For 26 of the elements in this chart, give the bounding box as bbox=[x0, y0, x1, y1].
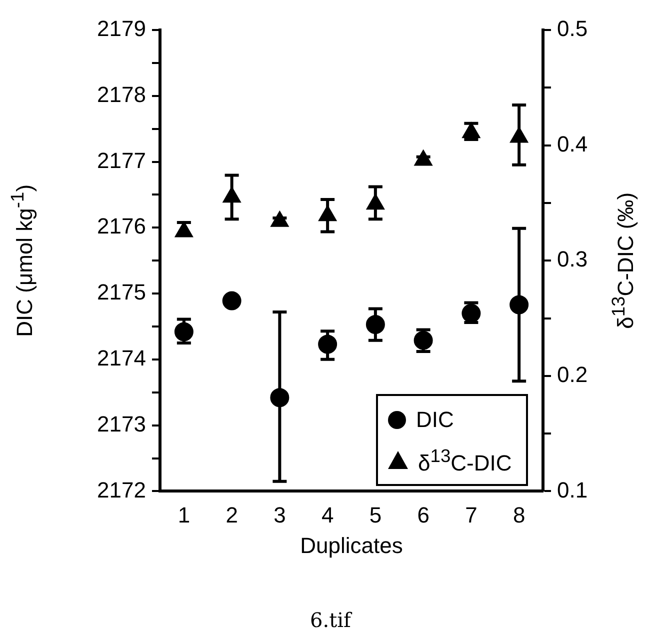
x-tick-label: 4 bbox=[321, 502, 334, 528]
y-tick-label: 2177 bbox=[97, 148, 146, 173]
text: 6.tif bbox=[309, 608, 354, 632]
x-tick-label: 5 bbox=[369, 502, 382, 528]
x-axis-title: Duplicates bbox=[300, 532, 403, 558]
y-tick-label: 2172 bbox=[97, 477, 146, 502]
legend-label: δ$^{13}$C-DIC bbox=[418, 444, 512, 476]
x-tick-label: 3 bbox=[274, 502, 286, 528]
x-tick-label: 1 bbox=[178, 502, 190, 528]
x-tick-label: 6 bbox=[417, 502, 430, 528]
y-tick-label: 2178 bbox=[97, 82, 146, 107]
y2-tick-label: 0.5 bbox=[557, 16, 588, 42]
x-tick-label: 8 bbox=[512, 502, 526, 528]
y-tick-label: 2173 bbox=[97, 411, 146, 436]
y-tick-label: 2176 bbox=[97, 214, 146, 239]
y-tick-label: 2179 bbox=[97, 16, 146, 42]
y2-tick-label: 0.3 bbox=[557, 246, 588, 272]
y-tick-label: 2175 bbox=[97, 280, 146, 305]
y2-tick-label: 0.4 bbox=[557, 131, 588, 156]
point bbox=[222, 291, 242, 310]
x-tick-label: 2 bbox=[226, 502, 238, 528]
y-tick-label: 2174 bbox=[97, 345, 146, 370]
legend-label: DIC bbox=[416, 407, 454, 434]
y2-tick-label: 0.1 bbox=[557, 477, 588, 502]
y2-tick-label: 0.2 bbox=[557, 362, 588, 387]
x-tick-label: 7 bbox=[465, 502, 478, 528]
